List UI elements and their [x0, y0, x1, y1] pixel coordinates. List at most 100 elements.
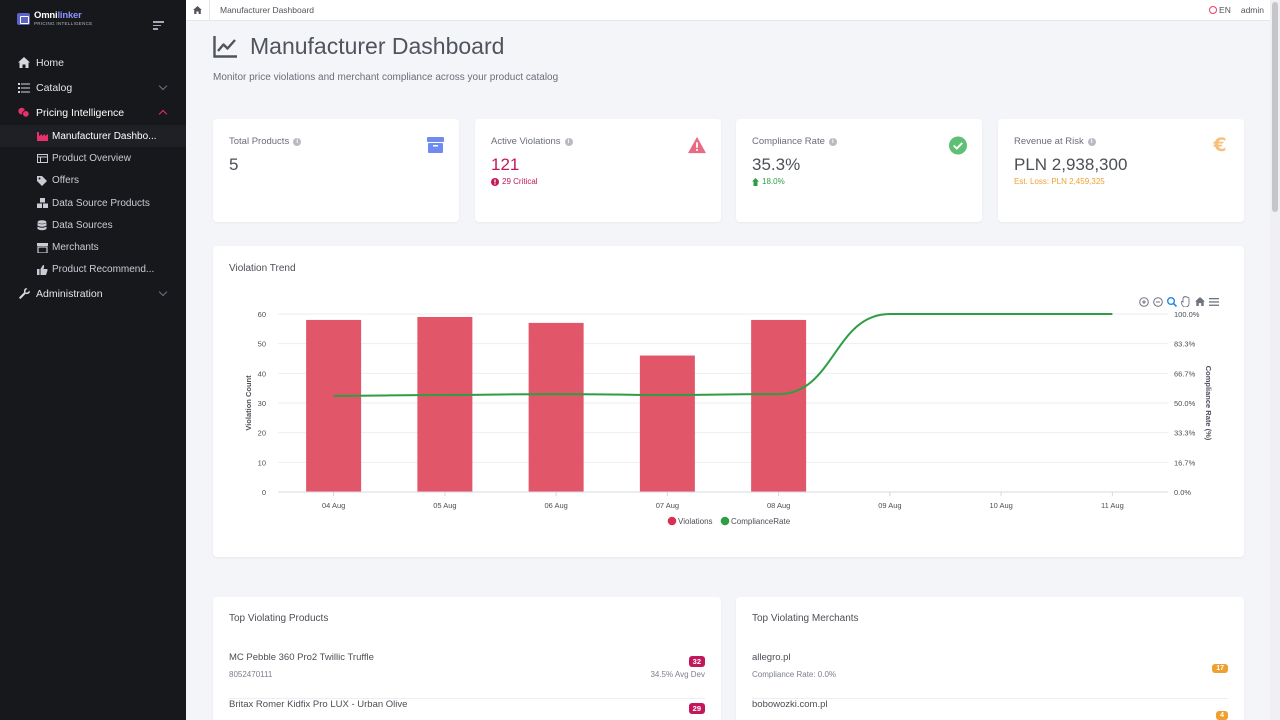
bar-violations	[751, 319, 807, 492]
y2-tick-label: 33.3%	[1174, 429, 1196, 438]
sidebar-item-home[interactable]: Home	[0, 50, 186, 75]
wrench-icon	[18, 288, 30, 300]
language-selector[interactable]: EN	[1209, 5, 1231, 15]
x-tick-label: 05 Aug	[433, 501, 456, 510]
y-tick-label: 30	[258, 399, 266, 408]
bar-violations	[639, 355, 695, 492]
sidebar: Omnilinker PRICING INTELLIGENCE Home Cat…	[0, 0, 186, 720]
sidebar-item-pricing-intelligence[interactable]: Pricing Intelligence	[0, 100, 186, 125]
stat-card-total-products: Total Products i 5	[213, 119, 459, 222]
pan-hand-icon[interactable]	[1180, 296, 1191, 307]
euro-icon: €	[1213, 134, 1227, 156]
violation-count-badge: 4	[1216, 711, 1228, 720]
violation-count-badge: 32	[688, 656, 705, 667]
y-axis-title: Violation Count	[244, 375, 253, 431]
bar-violations	[528, 322, 584, 492]
sidebar-subitem-merchants[interactable]: Merchants	[0, 236, 186, 258]
sidebar-subitem-label: Merchants	[52, 242, 99, 254]
chart-title: Violation Trend	[229, 263, 296, 274]
sidebar-subitem-data-source-products[interactable]: Data Source Products	[0, 192, 186, 214]
page-subtitle: Monitor price violations and merchant co…	[213, 72, 559, 83]
sidebar-item-label: Catalog	[36, 81, 73, 94]
stat-value: 5	[229, 155, 239, 174]
violation-trend-card: Violation Trend	[213, 246, 1244, 557]
stat-label: Total Products	[229, 136, 290, 147]
y2-tick-label: 16.7%	[1174, 458, 1196, 467]
stat-label: Compliance Rate	[752, 136, 825, 147]
language-label: EN	[1219, 5, 1231, 15]
page-scrollbar[interactable]	[1270, 0, 1280, 720]
breadcrumb[interactable]: Manufacturer Dashboard	[220, 5, 315, 15]
sidebar-collapse-button[interactable]	[153, 21, 165, 31]
chevron-down-icon	[158, 81, 168, 91]
bar-violations	[417, 316, 473, 492]
stat-value: PLN 2,938,300	[1014, 155, 1128, 174]
merchant-row[interactable]: bobowozki.com.pl 4	[752, 699, 1228, 720]
list-icon	[18, 82, 30, 94]
box-icon	[426, 136, 444, 154]
info-icon[interactable]: i	[1087, 137, 1096, 146]
selection-zoom-icon[interactable]	[1166, 296, 1177, 307]
store-icon	[36, 242, 48, 253]
avg-deviation: 34.5% Avg Dev	[650, 670, 705, 679]
zoom-in-icon[interactable]	[1138, 296, 1149, 307]
stat-value: 35.3%	[752, 155, 801, 174]
product-code: 8052470111	[229, 670, 273, 679]
stat-label: Active Violations	[491, 136, 561, 147]
info-icon[interactable]: i	[293, 137, 302, 146]
chart-menu-icon[interactable]	[1208, 296, 1219, 307]
y-tick-label: 20	[258, 429, 266, 438]
sidebar-item-administration[interactable]: Administration	[0, 281, 186, 306]
reset-home-icon[interactable]	[1194, 296, 1205, 307]
page-header: Manufacturer Dashboard	[213, 33, 504, 60]
warning-icon	[688, 136, 706, 154]
stat-card-compliance-rate: Compliance Rate i 35.3% 18.0%	[736, 119, 982, 222]
stat-label: Revenue at Risk	[1014, 136, 1084, 147]
sidebar-subitem-label: Offers	[52, 175, 80, 187]
merchant-row[interactable]: allegro.pl Compliance Rate: 0.0% 17	[752, 652, 1228, 699]
merchant-name: allegro.pl	[752, 652, 791, 663]
zoom-out-icon[interactable]	[1152, 296, 1163, 307]
breadcrumb-home-button[interactable]	[186, 0, 210, 21]
x-tick-label: 06 Aug	[544, 501, 567, 510]
sidebar-subitem-manufacturer-dashboard[interactable]: Manufacturer Dashbo...	[0, 125, 186, 148]
y2-tick-label: 66.7%	[1174, 369, 1196, 378]
sidebar-subitem-product-recommendations[interactable]: Product Recommend...	[0, 259, 186, 281]
info-icon[interactable]: i	[564, 137, 573, 146]
database-icon	[36, 220, 48, 231]
bar-violations	[306, 319, 362, 492]
sidebar-subitem-data-sources[interactable]: Data Sources	[0, 214, 186, 236]
user-menu[interactable]: admin	[1240, 5, 1264, 15]
y-tick-label: 50	[258, 340, 266, 349]
scrollbar-thumb[interactable]	[1272, 2, 1278, 212]
sidebar-subitem-label: Product Recommend...	[52, 264, 155, 276]
sidebar-item-catalog[interactable]: Catalog	[0, 75, 186, 100]
stat-card-revenue-at-risk: Revenue at Risk i PLN 2,938,300 Est. Loss…	[998, 119, 1244, 222]
sidebar-subitem-offers[interactable]: Offers	[0, 170, 186, 192]
product-row[interactable]: MC Pebble 360 Pro2 Twillic Truffle 80524…	[229, 652, 705, 699]
chart-line-icon	[213, 35, 237, 58]
sidebar-subitem-label: Manufacturer Dashbo...	[52, 130, 157, 142]
product-row[interactable]: Britax Romer Kidfix Pro LUX - Urban Oliv…	[229, 699, 705, 720]
top-violating-products-card: Top Violating Products MC Pebble 360 Pro…	[213, 597, 721, 720]
sidebar-item-label: Pricing Intelligence	[36, 106, 125, 119]
merchant-name: bobowozki.com.pl	[752, 699, 828, 710]
violation-count-badge: 17	[1212, 664, 1228, 673]
top-violating-merchants-card: Top Violating Merchants allegro.pl Compl…	[736, 597, 1244, 720]
y2-tick-label: 100.0%	[1174, 310, 1200, 319]
y-tick-label: 10	[258, 458, 266, 467]
stat-value: 121	[491, 155, 520, 174]
sidebar-subitem-product-overview[interactable]: Product Overview	[0, 147, 186, 169]
brand-logo[interactable]: Omnilinker PRICING INTELLIGENCE	[17, 11, 93, 26]
sidebar-item-label: Home	[36, 56, 65, 69]
y-tick-label: 60	[258, 310, 266, 319]
y2-tick-label: 83.3%	[1174, 340, 1196, 349]
y-tick-label: 40	[258, 369, 266, 378]
chevron-up-icon	[158, 109, 168, 119]
logo-icon	[17, 12, 30, 25]
legend-label-violations: Violations	[678, 517, 713, 526]
sidebar-subitem-label: Data Sources	[52, 219, 113, 231]
stat-sub: 18.0%	[762, 177, 785, 186]
info-icon[interactable]: i	[828, 137, 837, 146]
x-tick-label: 10 Aug	[989, 501, 1012, 510]
